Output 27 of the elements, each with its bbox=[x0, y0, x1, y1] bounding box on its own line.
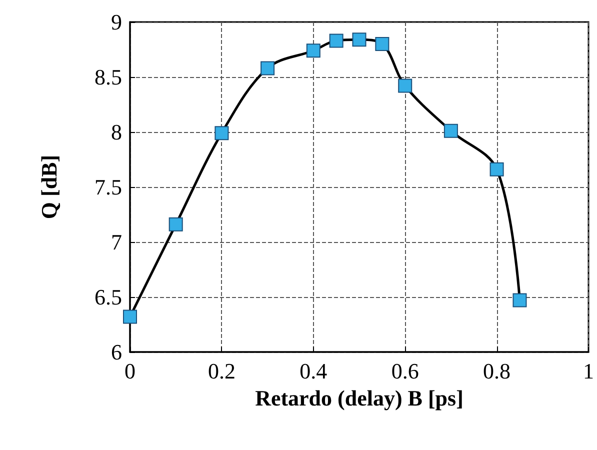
point bbox=[352, 32, 366, 47]
y-axis-title: Q [dB] bbox=[36, 154, 62, 220]
point bbox=[214, 126, 229, 140]
y-tick-label: 6.5 bbox=[94, 284, 122, 310]
x-tick-label: 0.6 bbox=[391, 358, 419, 384]
y-tick-label: 7 bbox=[111, 230, 122, 254]
y-tick-label: 9 bbox=[111, 10, 122, 34]
point bbox=[490, 162, 504, 176]
x-tick-label: 0.8 bbox=[483, 358, 511, 384]
x-tick-label: 0.2 bbox=[208, 358, 236, 384]
x-axis-title: Retardo (delay) B [ps] bbox=[255, 386, 464, 410]
y-tick-label: 6 bbox=[111, 340, 122, 364]
point bbox=[375, 37, 390, 51]
y-tick-label: 7.5 bbox=[94, 174, 122, 200]
x-tick-label: 1 bbox=[583, 358, 594, 384]
y-tick-label: 8.5 bbox=[94, 64, 122, 90]
x-tick-label: 0 bbox=[124, 358, 136, 384]
point bbox=[444, 124, 458, 138]
point bbox=[512, 293, 527, 308]
point bbox=[168, 217, 183, 232]
point bbox=[260, 61, 275, 76]
x-tick-label: 0.4 bbox=[300, 358, 328, 384]
point bbox=[329, 34, 344, 48]
point bbox=[398, 78, 412, 93]
point bbox=[123, 310, 137, 324]
point bbox=[306, 44, 320, 58]
y-tick-label: 8 bbox=[111, 120, 122, 144]
